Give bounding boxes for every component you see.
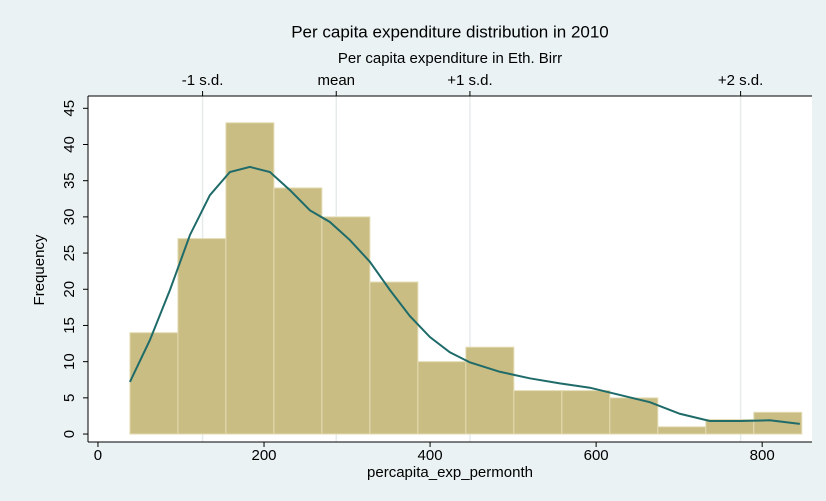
chart-title: Per capita expenditure distribution in 2… — [291, 22, 609, 41]
bar — [225, 122, 275, 435]
bar — [465, 346, 515, 435]
x2-tick-label: +1 s.d. — [447, 72, 492, 89]
x2-tick-label: +2 s.d. — [718, 72, 763, 89]
y-tick-label: 30 — [61, 209, 78, 226]
bar — [609, 397, 659, 435]
bar — [561, 390, 611, 435]
y-tick-label: 5 — [61, 394, 78, 402]
x-tick-label: 600 — [584, 447, 609, 464]
bar — [273, 187, 323, 435]
bar — [657, 426, 707, 435]
y-tick-label: 0 — [61, 430, 78, 438]
bar — [753, 411, 803, 435]
x2-tick-label: mean — [317, 72, 355, 89]
bar — [129, 332, 179, 435]
plot: -1 s.d. mean +1 s.d. +2 s.d. 0 200 400 600 800 0 5… — [61, 72, 812, 464]
y-tick-label: 35 — [61, 172, 78, 189]
bar — [321, 216, 371, 435]
y-axis-title: Frequency — [31, 234, 48, 305]
y-tick-label: 45 — [61, 100, 78, 117]
bar — [369, 281, 419, 435]
bar — [513, 390, 563, 435]
x2-tick-label: -1 s.d. — [182, 72, 224, 89]
density-line — [129, 165, 800, 425]
x-axis-title: percapita_exp_permonth — [367, 464, 533, 481]
y-tick-label: 20 — [61, 281, 78, 298]
bar — [417, 361, 467, 435]
x-tick-label: 200 — [252, 447, 277, 464]
x-tick-label: 400 — [418, 447, 443, 464]
x2-axis-title: Per capita expenditure in Eth. Birr — [338, 50, 562, 67]
y-tick-label: 40 — [61, 136, 78, 153]
y-tick-label: 25 — [61, 245, 78, 262]
x-tick-label: 0 — [94, 447, 102, 464]
x-tick-label: 800 — [750, 447, 775, 464]
y-tick-label: 10 — [61, 353, 78, 370]
bar — [177, 238, 227, 435]
y-tick-label: 15 — [61, 317, 78, 334]
